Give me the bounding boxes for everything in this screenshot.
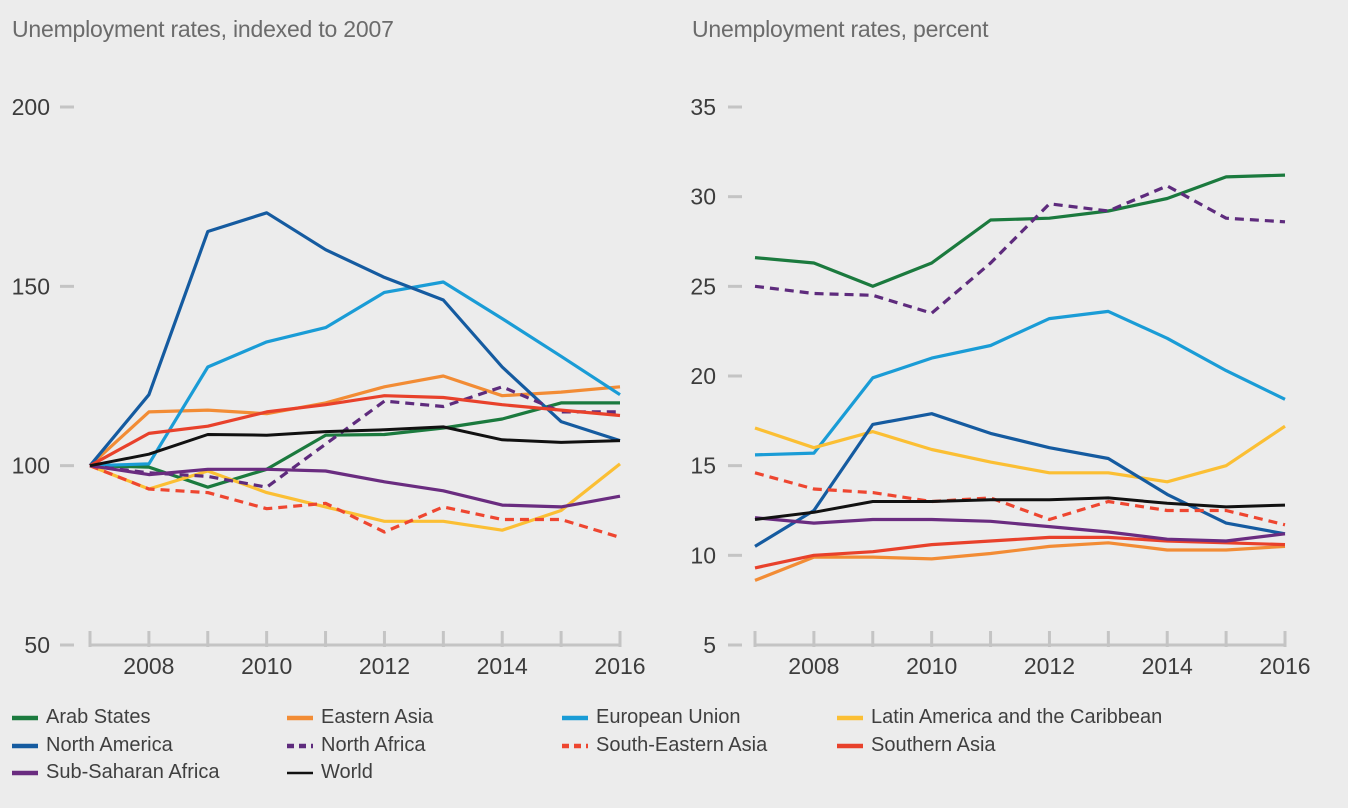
series-line-arab-states [89, 401, 620, 489]
legend-swatch [562, 714, 588, 722]
legend-label: Latin America and the Caribbean [871, 706, 1163, 728]
left-chart-title: Unemployment rates, indexed to 2007 [12, 16, 394, 42]
chart-legend: Arab States Eastern Asia European Union Lat… [12, 704, 1342, 800]
left-chart: 50 100 150 200 2008 2010 2012 2014 2016 [12, 94, 646, 679]
legend-item-european-union: European Union [562, 704, 741, 731]
series-line-latin-america-and-the-caribbean [89, 462, 621, 532]
series-line-north-africa [754, 184, 1286, 315]
y-tick-label: 200 [12, 94, 50, 120]
x-tick-label: 2012 [1024, 653, 1075, 679]
legend-item-sub-saharan-africa: Sub-Saharan Africa [12, 759, 219, 786]
legend-swatch [562, 742, 588, 750]
y-tick-label: 50 [24, 632, 50, 658]
legend-swatch [12, 714, 38, 722]
y-tick-label: 20 [690, 363, 716, 389]
legend-swatch [287, 769, 313, 777]
x-tick-label: 2012 [359, 653, 410, 679]
y-tick-label: 100 [12, 453, 50, 479]
y-tick-label: 35 [690, 94, 716, 120]
y-tick-label: 5 [703, 632, 716, 658]
series-line-north-america [88, 211, 621, 467]
legend-swatch [837, 714, 863, 722]
series-line-sub-saharan-africa [754, 516, 1286, 543]
right-chart: 5 10 15 20 25 30 35 2008 2010 2012 2014 2016 [690, 94, 1310, 679]
legend-swatch [12, 769, 38, 777]
series-line-arab-states [754, 173, 1286, 288]
legend-item-eastern-asia: Eastern Asia [287, 704, 433, 731]
legend-label: Eastern Asia [321, 706, 434, 728]
series-line-european-union [89, 280, 621, 468]
series-line-sub-saharan-africa [89, 464, 621, 509]
series-line-european-union [754, 309, 1286, 457]
y-tick-label: 150 [12, 273, 50, 299]
legend-swatch [287, 714, 313, 722]
series-line-southern-asia [754, 535, 1286, 570]
legend-label: World [321, 761, 373, 783]
y-tick-label: 30 [690, 184, 716, 210]
legend-label: Southern Asia [871, 734, 996, 756]
x-tick-label: 2010 [241, 653, 292, 679]
series-line-world [89, 425, 621, 468]
charts-canvas: 50 100 150 200 2008 2010 2012 2014 2016 5 10 15 20 25… [12, 94, 1311, 679]
legend-label: North Africa [321, 734, 426, 756]
x-tick-label: 2010 [906, 653, 957, 679]
legend-label: Sub-Saharan Africa [46, 761, 220, 783]
series-line-world [754, 496, 1286, 521]
x-tick-label: 2008 [788, 653, 839, 679]
series-line-north-africa [89, 385, 620, 489]
series-line-latin-america-and-the-caribbean [754, 424, 1286, 484]
legend-item-latin-america-and-the-caribbean: Latin America and the Caribbean [837, 704, 1162, 731]
legend-label: South-Eastern Asia [596, 734, 768, 756]
legend-item-north-africa: North Africa [287, 732, 425, 759]
y-tick-label: 25 [690, 273, 716, 299]
legend-swatch [12, 742, 38, 750]
series-line-north-america [754, 412, 1286, 548]
x-tick-label: 2014 [477, 653, 528, 679]
legend-swatch [287, 742, 313, 750]
legend-item-south-eastern-asia: South-Eastern Asia [562, 732, 767, 759]
legend-item-world: World [287, 759, 373, 786]
series-line-south-eastern-asia [89, 464, 621, 539]
x-tick-label: 2016 [1259, 653, 1310, 679]
legend-item-north-america: North America [12, 732, 173, 759]
y-tick-label: 10 [690, 542, 716, 568]
legend-label: North America [46, 734, 173, 756]
series-line-eastern-asia [754, 541, 1286, 582]
x-tick-label: 2014 [1142, 653, 1193, 679]
legend-label: Arab States [46, 706, 151, 728]
y-tick-label: 15 [690, 453, 716, 479]
x-tick-label: 2016 [594, 653, 645, 679]
legend-item-arab-states: Arab States [12, 704, 151, 731]
legend-item-southern-asia: Southern Asia [837, 732, 996, 759]
right-chart-title: Unemployment rates, percent [692, 16, 989, 42]
legend-swatch [837, 742, 863, 750]
x-tick-label: 2008 [123, 653, 174, 679]
legend-label: European Union [596, 706, 741, 728]
series-line-south-eastern-asia [754, 471, 1286, 527]
series-line-southern-asia [89, 394, 621, 468]
